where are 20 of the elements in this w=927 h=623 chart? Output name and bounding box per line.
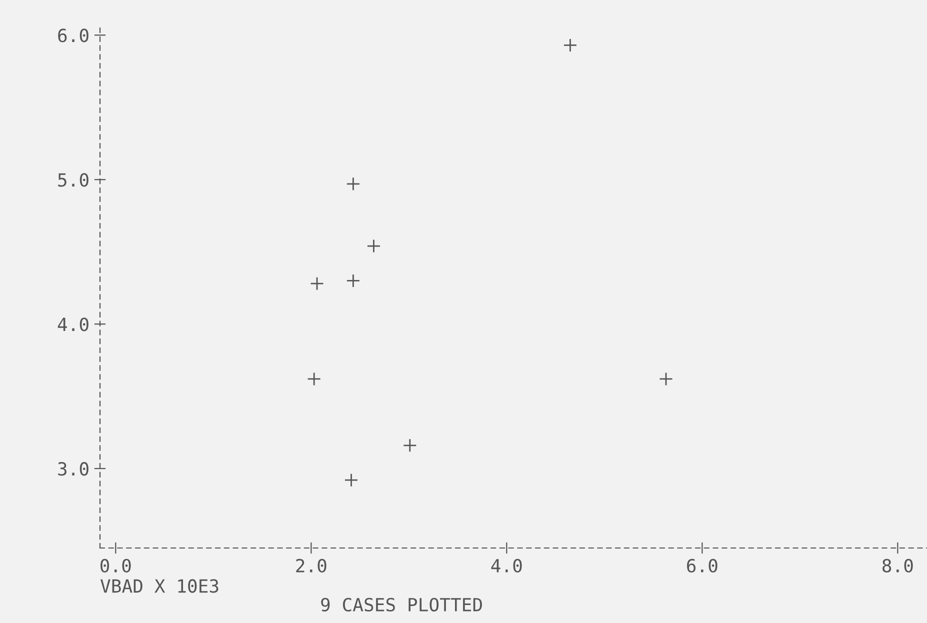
point	[659, 372, 673, 386]
y-tick-label: 3.0	[58, 462, 88, 476]
x-tick-label: 8.0	[882, 558, 913, 572]
y-tick-label: 5.0	[58, 173, 88, 187]
x-axis-title: VBAD X 10E3	[100, 579, 218, 593]
x-tick-label: 4.0	[491, 558, 522, 572]
point	[310, 276, 324, 291]
y-tick-label: 6.0	[58, 28, 88, 42]
point	[563, 38, 578, 52]
x-tick-label: 6.0	[687, 558, 718, 572]
x-tick-label: 2.0	[296, 558, 326, 572]
point	[344, 473, 358, 488]
point	[346, 274, 360, 288]
point	[366, 239, 381, 253]
y-tick-label: 4.0	[58, 318, 88, 332]
text: 9 CASES PLOTTED	[321, 598, 482, 612]
point	[307, 372, 322, 386]
point	[346, 176, 360, 191]
x-tick-label: 0.0	[100, 558, 131, 572]
point	[402, 438, 417, 452]
